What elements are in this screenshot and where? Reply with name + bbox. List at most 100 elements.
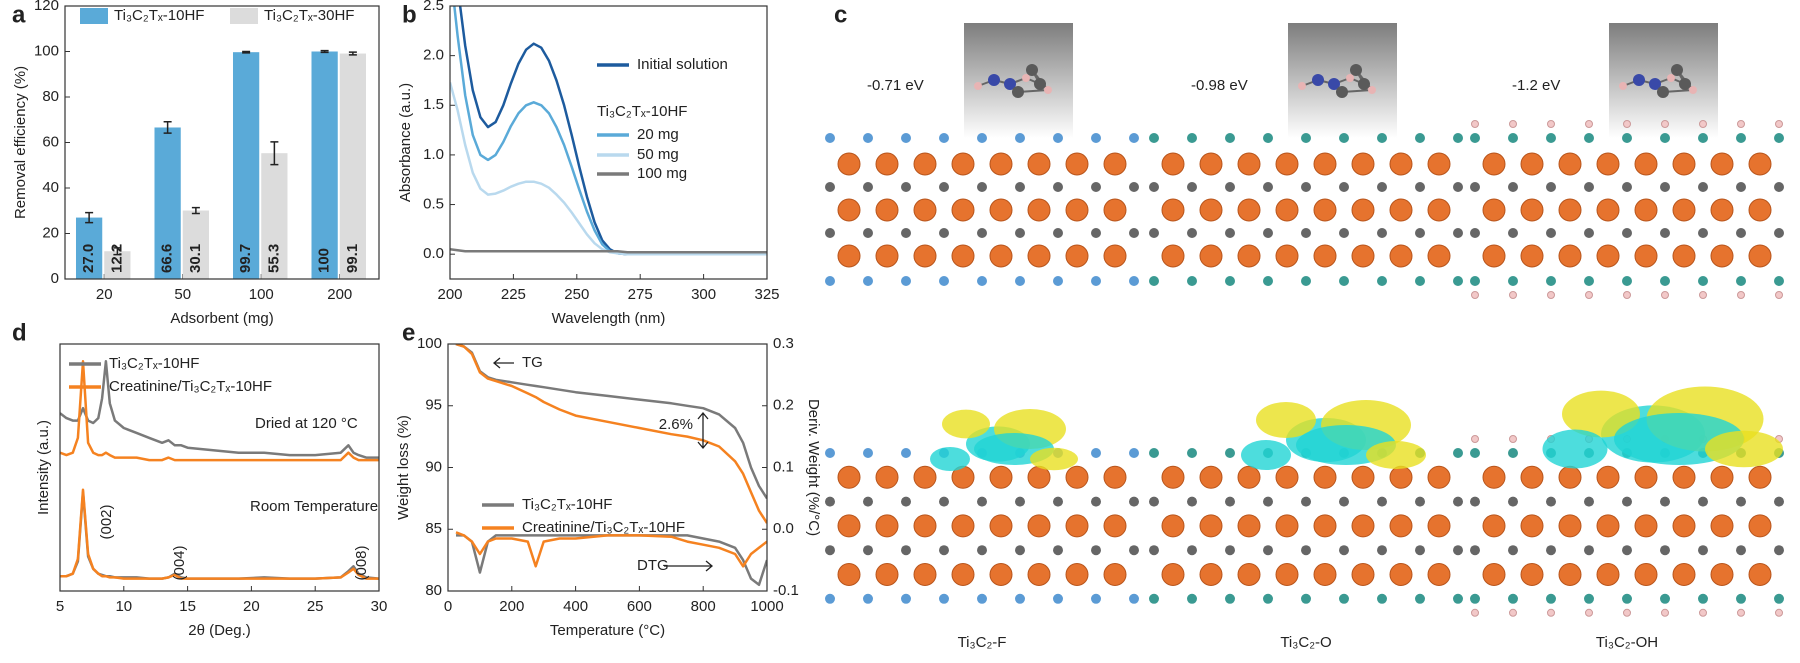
c-atom <box>1091 545 1101 556</box>
ti-atom <box>1237 244 1261 268</box>
c-atom <box>939 545 949 556</box>
error-bar <box>320 49 329 54</box>
surface-atom <box>1225 448 1235 458</box>
ti-atom <box>1520 465 1544 489</box>
molecule-atom <box>1034 78 1046 90</box>
y-tick-label: 2.5 <box>423 0 444 14</box>
c-atom <box>1698 182 1708 192</box>
y-tick-label: 80 <box>425 582 442 599</box>
annotation: Dried at 120 °C <box>255 415 358 432</box>
ti-atom <box>1275 198 1299 222</box>
c-atom <box>1301 496 1311 507</box>
ti-atom <box>1482 152 1506 176</box>
surface-atom <box>1415 276 1425 286</box>
panel-label: c <box>834 1 847 28</box>
c-atom <box>1301 545 1311 556</box>
ti-atom <box>1710 244 1734 268</box>
x-tick-label: 250 <box>564 286 589 303</box>
c-atom <box>1470 545 1480 556</box>
error-bar <box>191 206 200 215</box>
surface-atom <box>1129 593 1139 604</box>
c-atom <box>1698 496 1708 507</box>
ti-atom <box>1103 514 1127 538</box>
legend-swatch <box>230 8 258 24</box>
ti-atom <box>1634 465 1658 489</box>
molecule-atom <box>1350 64 1362 76</box>
surface-atom <box>1053 276 1063 286</box>
molecule-atom <box>1346 74 1354 82</box>
ti-atom <box>1634 563 1658 586</box>
c-atom <box>901 228 911 238</box>
ti-atom <box>1672 514 1696 538</box>
ti-atom <box>1313 465 1337 489</box>
surface-atom <box>1339 593 1349 604</box>
x-tick-label: 15 <box>179 598 196 615</box>
c-atom <box>1091 182 1101 192</box>
c-atom <box>1736 545 1746 556</box>
ti-atom <box>1237 198 1261 222</box>
molecule-atom <box>1026 64 1038 76</box>
bar <box>154 127 181 279</box>
c-atom <box>1053 496 1063 507</box>
error-bar <box>85 211 94 224</box>
x-tick-label: 50 <box>174 286 191 303</box>
molecule-atom <box>1044 86 1052 94</box>
panel-label: b <box>402 1 417 28</box>
ti-atom <box>1596 465 1620 489</box>
x-tick-label: 800 <box>691 598 716 615</box>
molecule-atom <box>1667 74 1675 82</box>
h-atom <box>1775 291 1783 299</box>
ti-atom <box>1161 514 1185 538</box>
ti-atom <box>1710 563 1734 586</box>
ti-atom <box>1237 465 1261 489</box>
ti-atom <box>1161 244 1185 268</box>
c-atom <box>1508 182 1518 192</box>
ti-atom <box>1065 563 1089 586</box>
ti-atom <box>1520 152 1544 176</box>
ti-atom <box>1065 465 1089 489</box>
c-atom <box>1546 496 1556 507</box>
h-atom <box>1585 120 1593 128</box>
c-atom <box>1622 496 1632 507</box>
error-bar <box>113 247 122 256</box>
value-label: 30.1 <box>187 244 204 273</box>
c-atom <box>1129 545 1139 556</box>
ti-atom <box>1161 465 1185 489</box>
ti-atom <box>951 514 975 538</box>
surface-atom <box>1660 276 1670 286</box>
c-atom <box>1584 545 1594 556</box>
c-atom <box>1508 228 1518 238</box>
line <box>455 344 767 524</box>
c-atom <box>1263 182 1273 192</box>
ti-atom <box>913 198 937 222</box>
surface-atom <box>1660 593 1670 604</box>
surface-atom <box>1263 133 1273 143</box>
surface-atom <box>1470 276 1480 286</box>
surface-atom <box>1453 276 1463 286</box>
surface-atom <box>863 133 873 143</box>
charge-density <box>942 409 990 439</box>
ti-atom <box>1199 244 1223 268</box>
ti-atom <box>1351 198 1375 222</box>
surface-atom <box>1091 276 1101 286</box>
surface-atom <box>1187 448 1197 458</box>
h-atom <box>1547 608 1555 617</box>
c-atom <box>1301 228 1311 238</box>
c-atom <box>1091 228 1101 238</box>
error-bar <box>163 121 172 134</box>
c-atom <box>1339 182 1349 192</box>
c-atom <box>1149 228 1159 238</box>
charge-density <box>1030 447 1078 471</box>
annotation: (002) <box>98 504 115 539</box>
plot-frame <box>59 343 380 592</box>
line <box>450 247 767 254</box>
c-atom <box>863 182 873 192</box>
surface-atom <box>1508 276 1518 286</box>
c-atom <box>1470 182 1480 192</box>
x-tick-label: 200 <box>499 598 524 615</box>
c-atom <box>1736 228 1746 238</box>
ti-atom <box>1027 244 1051 268</box>
ti-atom <box>951 152 975 176</box>
surface-atom <box>939 133 949 143</box>
ti-atom <box>837 514 861 538</box>
